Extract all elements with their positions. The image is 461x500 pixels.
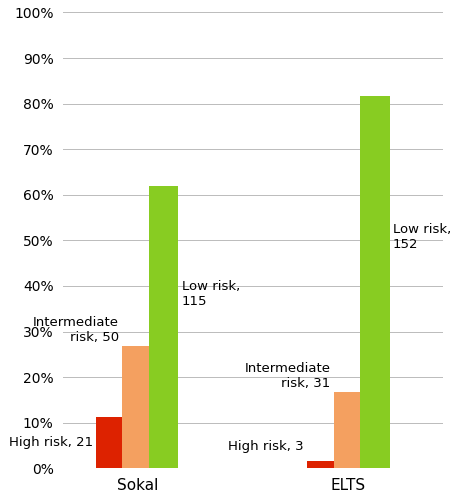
Text: High risk, 3: High risk, 3 [228, 440, 304, 452]
Bar [334, 392, 363, 468]
Bar [307, 461, 337, 468]
Bar [123, 346, 152, 469]
Text: Low risk,
152: Low risk, 152 [393, 224, 451, 252]
Bar [360, 96, 390, 469]
Text: Low risk,
115: Low risk, 115 [182, 280, 240, 307]
Text: High risk, 21: High risk, 21 [9, 436, 93, 449]
Bar [149, 186, 178, 468]
Text: Intermediate
risk, 31: Intermediate risk, 31 [244, 362, 331, 390]
Text: Intermediate
risk, 50: Intermediate risk, 50 [33, 316, 119, 344]
Bar [96, 417, 125, 469]
